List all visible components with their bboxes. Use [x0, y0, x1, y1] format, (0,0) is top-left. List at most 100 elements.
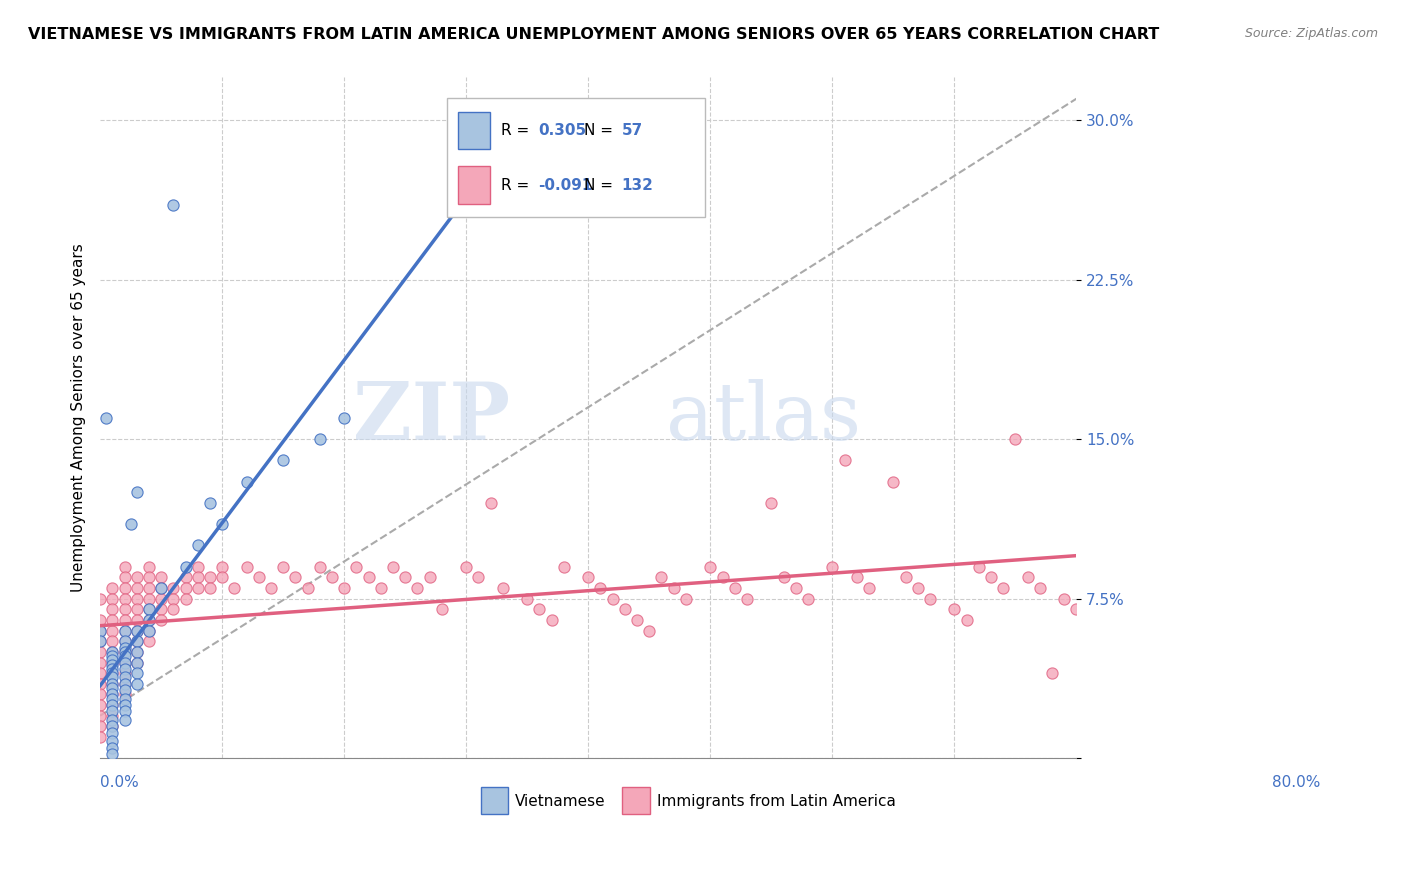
Point [114, 559, 136, 574]
Point [114, 613, 136, 627]
Point [150, 613, 173, 627]
Point [89, 687, 111, 701]
Point [333, 410, 356, 425]
Point [967, 559, 990, 574]
Point [89, 645, 111, 659]
Point [174, 559, 197, 574]
Point [162, 198, 184, 212]
Point [211, 517, 233, 532]
FancyBboxPatch shape [623, 787, 650, 814]
Point [114, 691, 136, 706]
Point [101, 656, 124, 670]
Point [456, 559, 478, 574]
Point [138, 613, 160, 627]
Point [467, 570, 489, 584]
Point [785, 581, 807, 595]
Point [187, 581, 209, 595]
FancyBboxPatch shape [481, 787, 508, 814]
Point [529, 602, 551, 616]
Point [89, 730, 111, 744]
Point [101, 719, 124, 733]
Point [101, 691, 124, 706]
Point [114, 662, 136, 676]
Point [772, 570, 794, 584]
Point [114, 645, 136, 659]
Point [114, 602, 136, 616]
Point [125, 645, 148, 659]
Point [761, 496, 783, 510]
Point [125, 602, 148, 616]
Point [138, 613, 160, 627]
Text: 80.0%: 80.0% [1272, 775, 1320, 790]
Point [125, 624, 148, 638]
Point [101, 645, 124, 659]
Point [114, 713, 136, 727]
Text: VIETNAMESE VS IMMIGRANTS FROM LATIN AMERICA UNEMPLOYMENT AMONG SENIORS OVER 65 Y: VIETNAMESE VS IMMIGRANTS FROM LATIN AMER… [28, 27, 1160, 42]
Text: ZIP: ZIP [353, 379, 510, 457]
Point [125, 485, 148, 500]
Point [125, 656, 148, 670]
Point [89, 634, 111, 648]
Point [89, 677, 111, 691]
Point [821, 559, 844, 574]
Point [96, 410, 118, 425]
Point [308, 559, 330, 574]
Point [626, 613, 648, 627]
Point [114, 570, 136, 584]
Point [321, 570, 343, 584]
Point [1053, 591, 1076, 606]
Point [114, 670, 136, 684]
Point [576, 570, 599, 584]
Point [125, 634, 148, 648]
Point [613, 602, 636, 616]
Point [101, 681, 124, 695]
Point [198, 570, 221, 584]
Text: Vietnamese: Vietnamese [515, 794, 606, 809]
Point [834, 453, 856, 467]
Point [101, 740, 124, 755]
Point [101, 708, 124, 723]
Point [101, 666, 124, 681]
Point [101, 634, 124, 648]
Point [114, 581, 136, 595]
Y-axis label: Unemployment Among Seniors over 65 years: Unemployment Among Seniors over 65 years [72, 244, 86, 592]
Point [114, 698, 136, 712]
Point [662, 581, 685, 595]
Point [260, 581, 283, 595]
Point [89, 666, 111, 681]
Point [114, 634, 136, 648]
Point [479, 496, 502, 510]
Text: atlas: atlas [666, 379, 862, 457]
Point [198, 496, 221, 510]
Point [125, 624, 148, 638]
Point [224, 581, 246, 595]
Text: N =: N = [585, 123, 619, 138]
Point [699, 559, 721, 574]
Point [101, 645, 124, 659]
Point [589, 581, 612, 595]
Point [114, 656, 136, 670]
Point [150, 581, 173, 595]
Point [235, 475, 257, 489]
Text: 0.305: 0.305 [538, 123, 586, 138]
Point [271, 453, 294, 467]
Point [382, 559, 405, 574]
Point [907, 581, 929, 595]
Point [89, 656, 111, 670]
Point [101, 591, 124, 606]
Point [284, 570, 307, 584]
Point [101, 705, 124, 719]
Point [114, 687, 136, 701]
Point [125, 634, 148, 648]
Text: Source: ZipAtlas.com: Source: ZipAtlas.com [1244, 27, 1378, 40]
Text: N =: N = [585, 178, 619, 193]
Point [1017, 570, 1039, 584]
Point [114, 656, 136, 670]
Point [114, 683, 136, 698]
Point [114, 649, 136, 664]
Point [114, 666, 136, 681]
Point [918, 591, 941, 606]
Point [114, 705, 136, 719]
Point [101, 677, 124, 691]
Text: R =: R = [502, 123, 534, 138]
